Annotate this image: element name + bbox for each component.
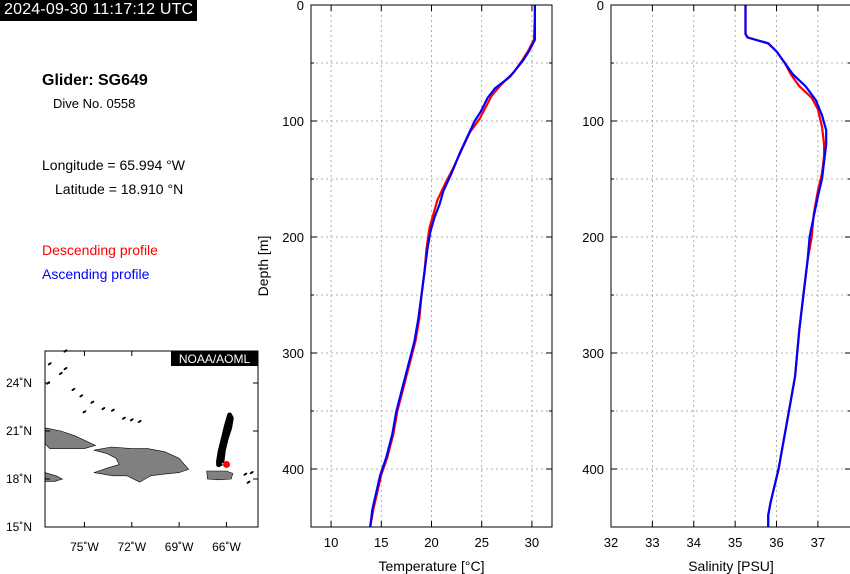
inset-map: NOAA/AOML 75˚W 72˚W 69˚W 66˚W 24˚N 21˚N 18˚N 15˚… xyxy=(6,349,259,554)
map-island-dot xyxy=(58,371,63,375)
map-island-dot xyxy=(110,408,115,412)
map-frame xyxy=(44,350,259,528)
temperature-x-axis-label: Temperature [°C] xyxy=(379,558,485,574)
salinity-frame xyxy=(610,4,850,528)
map-island-dot xyxy=(246,480,251,484)
map-credit-label: NOAA/AOML xyxy=(179,352,251,366)
salinity-x-tick-label: 35 xyxy=(728,535,742,550)
temperature-y-tick-label: 0 xyxy=(297,0,304,13)
dive-number: Dive No. 0558 xyxy=(53,96,136,111)
temperature-y-tick-label: 300 xyxy=(282,346,304,361)
salinity-y-tick-label: 200 xyxy=(582,230,604,245)
temperature-series-ascending xyxy=(369,5,537,528)
temperature-series-descending xyxy=(369,5,537,528)
salinity-chart: 32 33 34 35 36 37 0 100 200 300 400 Salinity [PSU] xyxy=(582,0,850,574)
cuba-island xyxy=(44,427,97,449)
map-island-dot xyxy=(101,407,106,411)
salinity-y-tick-label: 100 xyxy=(582,114,604,129)
glider-name: Glider: SG649 xyxy=(42,72,148,89)
salinity-x-tick-label: 37 xyxy=(811,535,825,550)
salinity-y-tick-label: 0 xyxy=(597,0,604,13)
salinity-x-tick-label: 32 xyxy=(604,535,618,550)
map-island-dot xyxy=(243,472,248,476)
map-island-dot xyxy=(249,471,254,475)
longitude-readout: Longitude = 65.994 °W xyxy=(42,157,185,173)
temperature-x-tick-label: 25 xyxy=(474,535,488,550)
timestamp-label: 2024-09-30 11:17:12 UTC xyxy=(0,0,198,21)
map-lon-tick-label: 72˚W xyxy=(117,540,146,554)
temperature-y-tick-label: 400 xyxy=(282,462,304,477)
map-lat-tick-label: 15˚N xyxy=(6,520,32,534)
legend-descending: Descending profile xyxy=(42,242,158,258)
temperature-y-axis-label: Depth [m] xyxy=(255,236,271,297)
temperature-y-tick-label: 100 xyxy=(282,114,304,129)
map-island-dot xyxy=(121,416,126,420)
salinity-x-axis-label: Salinity [PSU] xyxy=(688,558,774,574)
salinity-series-descending xyxy=(744,5,826,527)
map-lat-tick-label: 24˚N xyxy=(6,376,32,390)
temperature-x-tick-label: 20 xyxy=(424,535,438,550)
glider-track xyxy=(216,412,234,468)
latitude-readout: Latitude = 18.910 °N xyxy=(55,181,184,197)
map-island-dot xyxy=(71,387,76,391)
map-island-dot xyxy=(82,410,87,414)
hispaniola-island xyxy=(93,446,190,483)
map-lon-tick-label: 75˚W xyxy=(70,540,99,554)
legend-ascending: Ascending profile xyxy=(42,266,150,282)
temperature-x-tick-label: 30 xyxy=(525,535,539,550)
map-island-dot xyxy=(63,367,68,371)
map-lon-tick-label: 69˚W xyxy=(165,540,194,554)
map-island-dot xyxy=(90,400,95,404)
map-lon-tick-label: 66˚W xyxy=(212,540,241,554)
map-island-dot xyxy=(47,362,52,366)
map-island-dot xyxy=(137,419,142,423)
glider-position-marker xyxy=(223,460,231,468)
map-credit-box xyxy=(171,351,258,366)
map-lat-tick-label: 18˚N xyxy=(6,472,32,486)
salinity-x-tick-label: 34 xyxy=(687,535,701,550)
puerto-rico-island xyxy=(206,470,234,481)
temperature-x-tick-label: 10 xyxy=(324,535,338,550)
salinity-x-tick-label: 33 xyxy=(645,535,659,550)
temperature-y-tick-label: 200 xyxy=(282,230,304,245)
salinity-x-tick-label: 36 xyxy=(769,535,783,550)
map-lat-tick-label: 21˚N xyxy=(6,424,32,438)
salinity-y-tick-label: 400 xyxy=(582,462,604,477)
map-island-dot xyxy=(129,418,134,422)
salinity-y-tick-label: 300 xyxy=(582,346,604,361)
temperature-x-tick-label: 15 xyxy=(374,535,388,550)
salinity-series-ascending xyxy=(744,5,828,527)
map-island-dot xyxy=(79,394,84,398)
